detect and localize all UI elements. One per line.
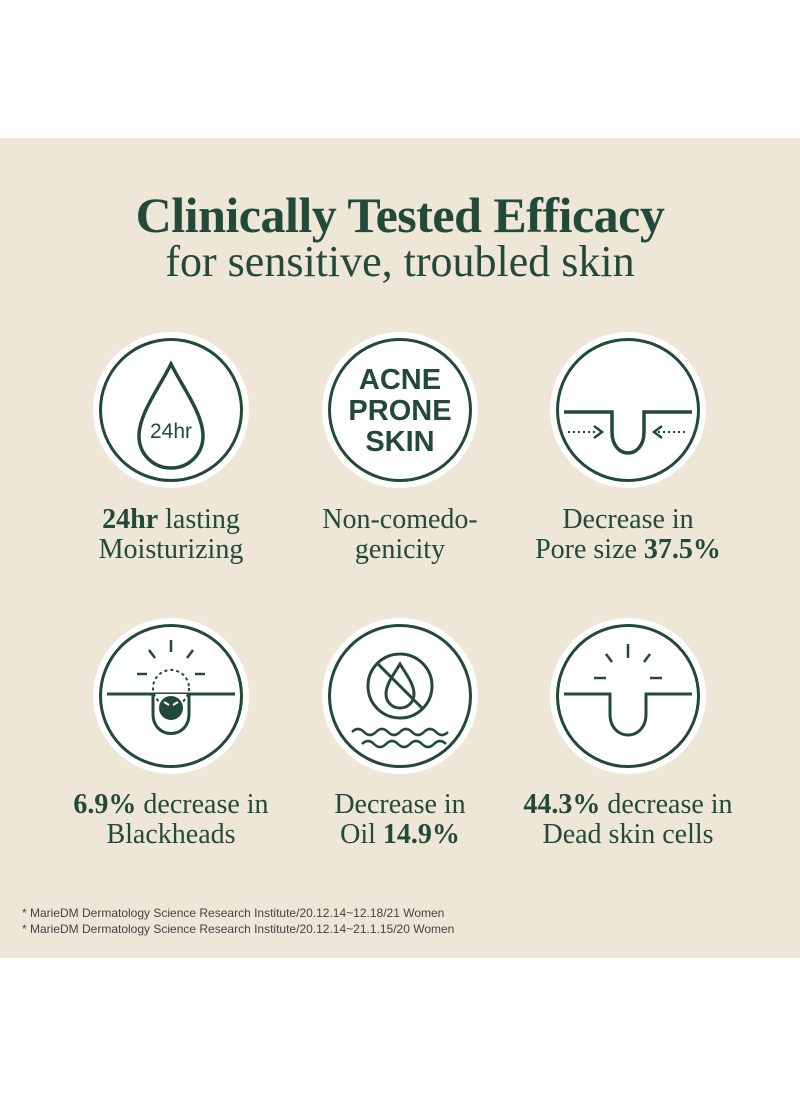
caption-moisturizing: 24hr lasting Moisturizing xyxy=(98,504,244,565)
caption-oil: Decrease in Oil 14.9% xyxy=(334,789,466,850)
badge-line-acne: ACNE xyxy=(358,364,442,396)
page-title: Clinically Tested Efficacy xyxy=(135,187,665,243)
caption-blackheads: 6.9% decrease in Blackheads xyxy=(73,789,269,850)
blackhead-icon xyxy=(107,640,235,735)
pore-shrink-icon xyxy=(564,410,692,455)
blackhead-badge xyxy=(93,618,249,774)
caption-stat: 14.9% xyxy=(382,819,460,850)
footnote: * MarieDM Dermatology Science Research I… xyxy=(22,922,455,936)
no-oil-icon xyxy=(351,652,449,749)
caption-stat: 24hr xyxy=(102,504,159,535)
caption-stat: 44.3% xyxy=(523,789,601,820)
dead-skin-badge xyxy=(550,618,706,774)
badge-line-prone: PRONE xyxy=(348,395,452,427)
content-panel xyxy=(0,138,800,958)
dead-skin-icon xyxy=(564,644,692,737)
acne-prone-badge: ACNE PRONE SKIN xyxy=(322,332,478,488)
page-subtitle: for sensitive, troubled skin xyxy=(165,237,635,286)
caption-non-comedogenic: Non-comedo- genicity xyxy=(322,504,478,565)
footnotes: * MarieDM Dermatology Science Research I… xyxy=(22,905,454,937)
no-oil-badge xyxy=(322,618,478,774)
caption-stat: 37.5% xyxy=(643,534,721,565)
caption-pore-size: Decrease in Pore size 37.5% xyxy=(535,504,721,565)
caption-stat: 6.9% xyxy=(73,789,137,820)
water-drop-icon: 24hr xyxy=(137,360,205,470)
caption-dead-skin: 44.3% decrease in Dead skin cells xyxy=(523,789,733,850)
drop-label: 24hr xyxy=(150,420,192,443)
footnote: * MarieDM Dermatology Science Research I… xyxy=(22,906,445,920)
water-drop-badge: 24hr xyxy=(93,332,249,488)
badge-line-skin: SKIN xyxy=(365,426,435,458)
pore-shrink-badge xyxy=(550,332,706,488)
